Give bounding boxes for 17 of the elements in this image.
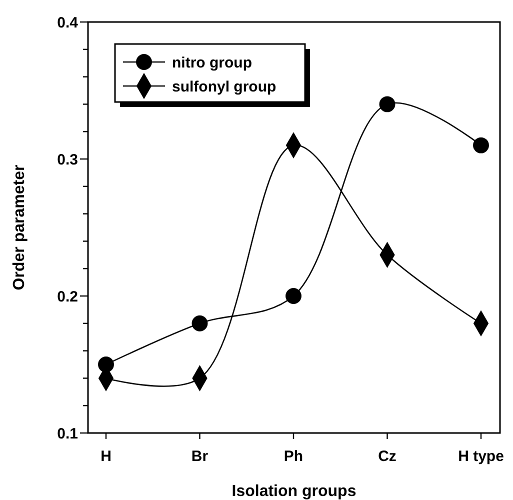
y-axis-title: Order parameter: [11, 164, 28, 290]
legend-label: sulfonyl group: [172, 78, 276, 96]
x-tick-label: H: [100, 448, 112, 465]
point: [379, 96, 396, 112]
y-tick-label: 0.4: [57, 14, 79, 32]
legend-label: nitro group: [172, 54, 252, 72]
y-tick-label: 0.2: [57, 288, 78, 306]
point: [192, 315, 208, 332]
y-tick-label: 0.3: [57, 151, 78, 168]
point: [473, 137, 489, 154]
x-tick-label: Ph: [284, 448, 304, 465]
x-axis-title: Isolation groups: [232, 483, 356, 500]
x-tick-label: H type: [458, 448, 504, 465]
point: [286, 288, 302, 304]
x-tick-label: Cz: [378, 448, 396, 465]
x-tick-label: Br: [191, 448, 208, 465]
y-tick-label: 0.1: [57, 425, 78, 442]
